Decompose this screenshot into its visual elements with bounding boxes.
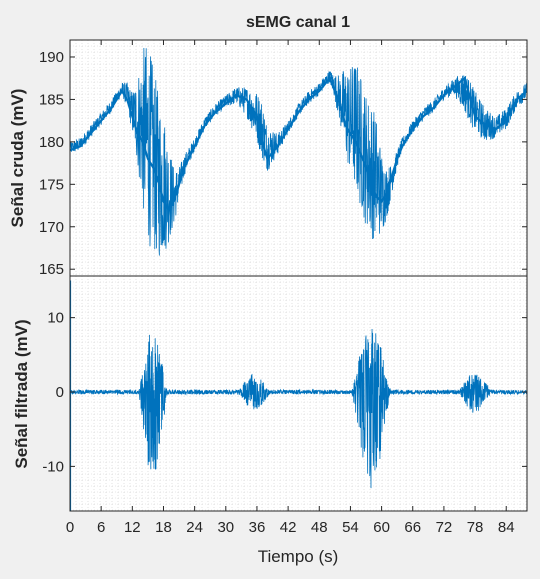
filtered-signal-axes: -10 0 10 0 6 12 18 24 30 36 42 48 54 60 66 72 78 84 Seña… [12,40,528,566]
y-tick-label: 190 [39,49,64,66]
y-tick-label: 185 [39,91,64,108]
raw-signal-line [70,48,527,256]
chart-title: sEMG canal 1 [246,14,350,31]
x-tick-label: 24 [186,519,203,536]
x-tick-label: 18 [155,519,172,536]
x-tick-label: 78 [467,519,484,536]
x-tick-label: 60 [373,519,390,536]
x-axis-label: Tiempo (s) [258,547,339,566]
x-tick-label: 12 [124,519,141,536]
raw-signal-axes: 165 170 175 180 185 190 Señal cruda (mV) [8,39,528,278]
filtered-y-axis-label: Señal filtrada (mV) [12,319,31,468]
raw-signal-series [70,48,527,256]
raw-grid [70,40,527,276]
filtered-y-ticks: -10 0 10 [42,310,527,475]
y-tick-label: 175 [39,176,64,193]
y-tick-label: 170 [39,219,64,236]
x-tick-label: 6 [97,519,105,536]
x-tick-label: 84 [498,519,515,536]
x-tick-label: 66 [404,519,421,536]
raw-plot-area [70,40,527,276]
x-tick-label: 48 [311,519,328,536]
y-tick-label: -10 [42,458,64,475]
x-ticks: 0 6 12 18 24 30 36 42 48 54 60 66 72 78 84 [66,40,515,536]
x-tick-label: 36 [249,519,266,536]
x-tick-label: 72 [436,519,453,536]
y-tick-label: 180 [39,134,64,151]
y-tick-label: 165 [39,261,64,278]
filtered-axes-box [69,275,528,512]
raw-y-axis-label: Señal cruda (mV) [8,89,27,228]
raw-y-ticks: 165 170 175 180 185 190 [39,49,527,278]
x-tick-label: 54 [342,519,359,536]
y-tick-label: 10 [47,310,64,327]
x-tick-label: 30 [217,519,234,536]
filtered-signal-line [70,329,527,489]
raw-signal-baseline [70,76,527,212]
y-tick-label: 0 [56,384,64,401]
x-tick-label: 0 [66,519,74,536]
x-tick-label: 42 [280,519,297,536]
